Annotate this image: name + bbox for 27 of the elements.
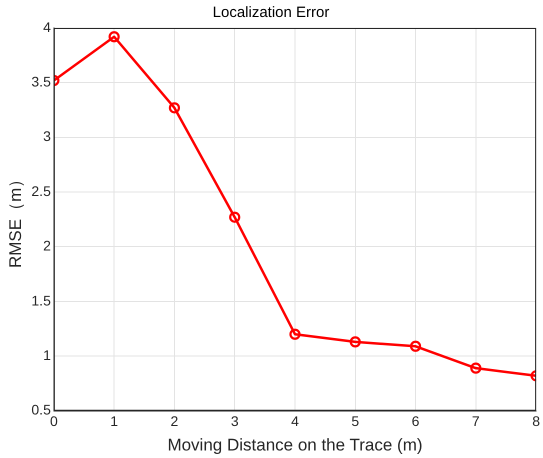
point [470, 362, 482, 374]
point [229, 212, 240, 223]
x-tick-label: 7 [472, 413, 480, 430]
y-tick-label: 4 [43, 18, 52, 35]
y-tick-label: 3.5 [31, 74, 52, 90]
y-tick-label: 2 [43, 238, 52, 254]
x-tick-label: 3 [230, 413, 239, 430]
point [289, 328, 301, 340]
point [108, 31, 120, 42]
x-tick-label: 8 [532, 413, 540, 430]
x-axis-title: Moving Distance on the Trace (m) [167, 435, 423, 454]
y-axis-title: RMSE（m） [6, 170, 25, 268]
x-tick-label: 1 [110, 413, 118, 430]
y-tick-label: 3 [43, 128, 52, 144]
y-tick-label: 1 [43, 346, 52, 363]
y-tick-label: 2.5 [31, 182, 52, 199]
y-tick-label: 1.5 [31, 292, 52, 308]
point [350, 336, 361, 348]
x-tick-label: 0 [50, 413, 58, 430]
point [410, 340, 422, 352]
x-tick-label: 4 [291, 413, 300, 430]
x-tick-label: 5 [351, 413, 360, 430]
y-tick-label: 0.5 [31, 402, 52, 418]
point [168, 102, 180, 114]
chart-title: Localization Error [212, 4, 330, 22]
x-tick-label: 2 [170, 413, 179, 430]
x-tick-label: 6 [412, 413, 420, 430]
